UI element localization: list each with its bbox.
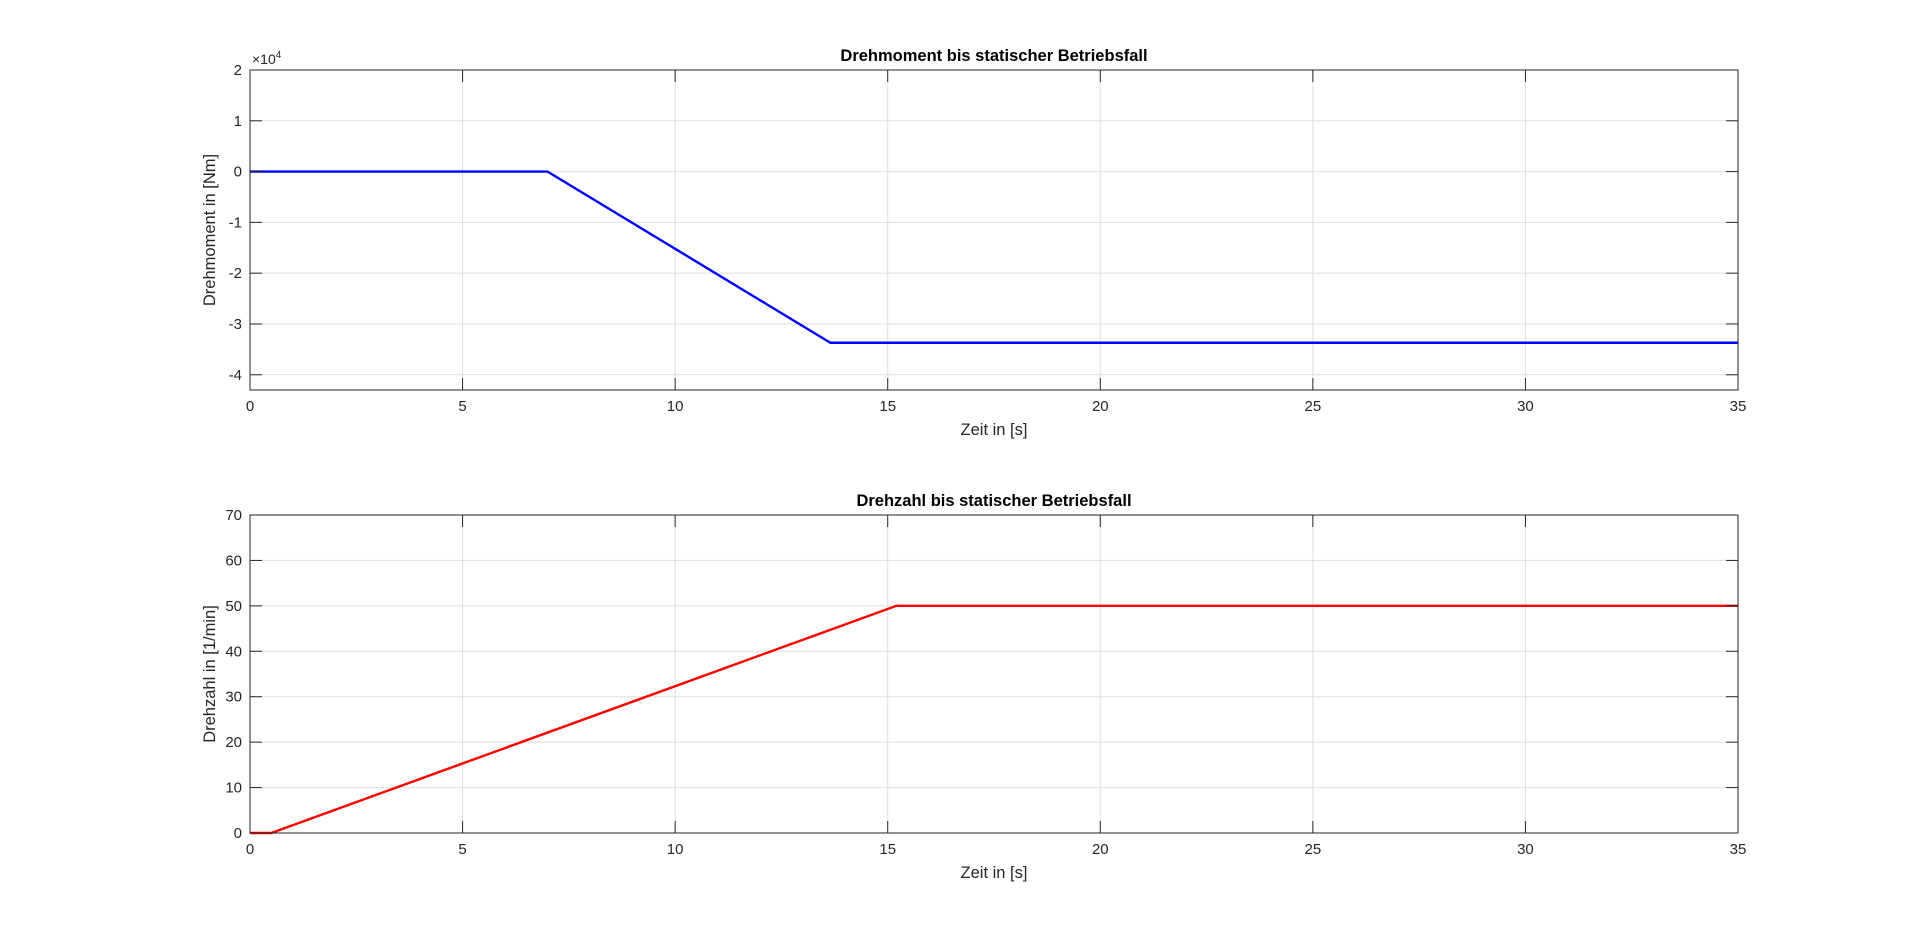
y-tick-label: -1 xyxy=(229,214,242,231)
x-tick-label: 20 xyxy=(1092,398,1109,415)
y-axis-label: Drehmoment in [Nm] xyxy=(201,154,219,306)
y-tick-label: 0 xyxy=(234,825,242,842)
x-tick-label: 15 xyxy=(879,398,896,415)
y-tick-label: 40 xyxy=(225,643,242,660)
y-tick-label: -3 xyxy=(229,316,242,333)
axes-box xyxy=(249,69,1739,391)
chart-drehmoment: 0 5 10 15 20 25 30 35 -4 -3 -2 -1 0 1 2 ×104 Drehmoment … xyxy=(201,47,1746,439)
x-tick-label: 5 xyxy=(458,841,466,858)
y-tick-label: 20 xyxy=(225,734,242,751)
plot-area xyxy=(250,70,1738,390)
x-tick-label: 20 xyxy=(1092,841,1109,858)
x-tick-label: 25 xyxy=(1305,841,1322,858)
x-tick-label: 10 xyxy=(667,398,684,415)
x-tick-label: 30 xyxy=(1517,398,1534,415)
plot-area xyxy=(250,515,1738,833)
x-tick-label: 5 xyxy=(458,398,466,415)
y-tick-label: 70 xyxy=(225,507,242,524)
chart-drehzahl: 0 5 10 15 20 25 30 35 0 10 20 30 40 50 60 70 Drehzahl bi… xyxy=(201,492,1746,882)
x-tick-label: 0 xyxy=(246,841,254,858)
y-tick-label: 0 xyxy=(234,164,242,181)
x-tick-label: 0 xyxy=(246,398,254,415)
series-line xyxy=(250,170,1738,344)
y-tick-label: 2 xyxy=(234,62,242,79)
chart-title: Drehzahl bis statischer Betriebsfall xyxy=(856,492,1131,510)
x-axis-label: Zeit in [s] xyxy=(961,864,1028,882)
y-tick-label: 10 xyxy=(225,780,242,797)
x-tick-label: 25 xyxy=(1305,398,1322,415)
x-tick-label: 10 xyxy=(667,841,684,858)
y-tick-label: 60 xyxy=(225,552,242,569)
x-tick-label: 30 xyxy=(1517,841,1534,858)
y-tick-label: -4 xyxy=(229,367,242,384)
y-tick-label: -2 xyxy=(229,265,242,282)
x-tick-label: 15 xyxy=(879,841,896,858)
axes-box xyxy=(249,514,1739,834)
x-tick-label: 35 xyxy=(1730,398,1747,415)
chart-title: Drehmoment bis statischer Betriebsfall xyxy=(840,47,1147,65)
y-tick-label: 50 xyxy=(225,598,242,615)
x-axis-label: Zeit in [s] xyxy=(961,421,1028,439)
x-tick-label: 35 xyxy=(1730,841,1747,858)
y-axis-label: Drehzahl in [1/min] xyxy=(201,605,219,743)
y-exponent-label: ×104 xyxy=(252,50,282,67)
y-tick-label: 30 xyxy=(225,689,242,706)
y-tick-label: 1 xyxy=(234,113,242,130)
